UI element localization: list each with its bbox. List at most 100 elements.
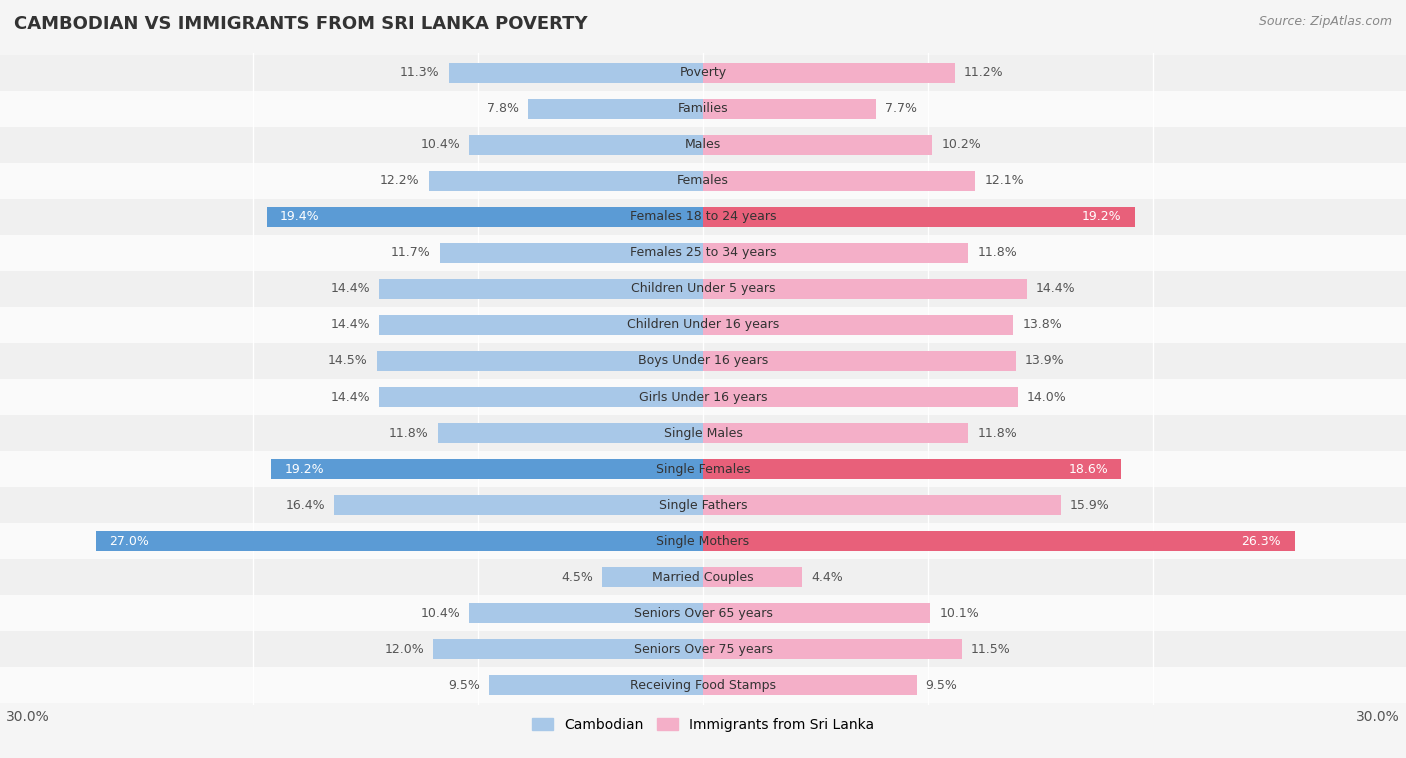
Bar xyxy=(380,315,703,335)
Text: 15.9%: 15.9% xyxy=(1070,499,1109,512)
Text: Seniors Over 75 years: Seniors Over 75 years xyxy=(634,643,772,656)
Bar xyxy=(0,55,1406,91)
Bar xyxy=(440,243,703,263)
Text: 10.2%: 10.2% xyxy=(942,139,981,152)
Text: 14.5%: 14.5% xyxy=(328,355,368,368)
Text: 11.8%: 11.8% xyxy=(977,246,1017,259)
Text: Females 18 to 24 years: Females 18 to 24 years xyxy=(630,211,776,224)
Bar xyxy=(703,351,1015,371)
Bar xyxy=(433,639,703,659)
Bar xyxy=(0,523,1406,559)
Text: 10.4%: 10.4% xyxy=(420,139,460,152)
Bar xyxy=(0,307,1406,343)
Text: 10.1%: 10.1% xyxy=(939,606,979,619)
Text: 4.5%: 4.5% xyxy=(561,571,593,584)
Bar xyxy=(527,99,703,119)
Bar xyxy=(0,235,1406,271)
Bar xyxy=(0,415,1406,451)
Text: Females: Females xyxy=(678,174,728,187)
Legend: Cambodian, Immigrants from Sri Lanka: Cambodian, Immigrants from Sri Lanka xyxy=(526,712,880,737)
Bar xyxy=(0,271,1406,307)
Text: 27.0%: 27.0% xyxy=(110,534,149,547)
Bar xyxy=(0,379,1406,415)
Bar xyxy=(429,171,703,191)
Text: 9.5%: 9.5% xyxy=(925,678,957,691)
Text: Children Under 5 years: Children Under 5 years xyxy=(631,283,775,296)
Bar xyxy=(703,171,976,191)
Text: Married Couples: Married Couples xyxy=(652,571,754,584)
Text: 11.8%: 11.8% xyxy=(977,427,1017,440)
Bar xyxy=(703,459,1122,479)
Bar xyxy=(703,603,931,623)
Bar xyxy=(449,63,703,83)
Bar xyxy=(703,207,1135,227)
Text: Males: Males xyxy=(685,139,721,152)
Text: 14.4%: 14.4% xyxy=(330,318,370,331)
Bar xyxy=(703,495,1060,515)
Bar xyxy=(96,531,703,551)
Text: Families: Families xyxy=(678,102,728,115)
Text: Children Under 16 years: Children Under 16 years xyxy=(627,318,779,331)
Text: 11.3%: 11.3% xyxy=(401,67,440,80)
Text: 26.3%: 26.3% xyxy=(1241,534,1281,547)
Text: 7.7%: 7.7% xyxy=(886,102,917,115)
Bar xyxy=(0,451,1406,487)
Text: Single Females: Single Females xyxy=(655,462,751,475)
Text: 19.2%: 19.2% xyxy=(284,462,325,475)
Bar xyxy=(703,135,932,155)
Text: 14.4%: 14.4% xyxy=(330,283,370,296)
Text: Poverty: Poverty xyxy=(679,67,727,80)
Bar xyxy=(703,639,962,659)
Bar xyxy=(470,135,703,155)
Bar xyxy=(377,351,703,371)
Text: 12.0%: 12.0% xyxy=(384,643,425,656)
Bar xyxy=(703,567,801,587)
Bar xyxy=(380,279,703,299)
Text: Females 25 to 34 years: Females 25 to 34 years xyxy=(630,246,776,259)
Bar xyxy=(703,279,1026,299)
Text: 12.1%: 12.1% xyxy=(984,174,1024,187)
Bar xyxy=(703,315,1014,335)
Text: 19.4%: 19.4% xyxy=(280,211,319,224)
Bar xyxy=(0,631,1406,667)
Bar xyxy=(0,199,1406,235)
Text: Receiving Food Stamps: Receiving Food Stamps xyxy=(630,678,776,691)
Text: 14.0%: 14.0% xyxy=(1026,390,1067,403)
Text: 14.4%: 14.4% xyxy=(1036,283,1076,296)
Bar xyxy=(703,387,1018,407)
Bar xyxy=(703,675,917,695)
Bar xyxy=(335,495,703,515)
Text: Source: ZipAtlas.com: Source: ZipAtlas.com xyxy=(1258,15,1392,28)
Bar xyxy=(703,531,1295,551)
Text: 13.8%: 13.8% xyxy=(1022,318,1062,331)
Text: CAMBODIAN VS IMMIGRANTS FROM SRI LANKA POVERTY: CAMBODIAN VS IMMIGRANTS FROM SRI LANKA P… xyxy=(14,15,588,33)
Bar xyxy=(0,163,1406,199)
Text: Single Mothers: Single Mothers xyxy=(657,534,749,547)
Text: 11.7%: 11.7% xyxy=(391,246,430,259)
Bar xyxy=(0,127,1406,163)
Bar xyxy=(0,559,1406,595)
Text: Seniors Over 65 years: Seniors Over 65 years xyxy=(634,606,772,619)
Bar xyxy=(380,387,703,407)
Text: Single Males: Single Males xyxy=(664,427,742,440)
Bar xyxy=(0,343,1406,379)
Text: 13.9%: 13.9% xyxy=(1025,355,1064,368)
Text: 18.6%: 18.6% xyxy=(1069,462,1108,475)
Bar xyxy=(0,595,1406,631)
Bar xyxy=(489,675,703,695)
Text: 4.4%: 4.4% xyxy=(811,571,842,584)
Text: 14.4%: 14.4% xyxy=(330,390,370,403)
Text: 12.2%: 12.2% xyxy=(380,174,419,187)
Text: Single Fathers: Single Fathers xyxy=(659,499,747,512)
Bar xyxy=(0,667,1406,703)
Bar xyxy=(703,243,969,263)
Bar xyxy=(602,567,703,587)
Text: 11.5%: 11.5% xyxy=(970,643,1011,656)
Text: 19.2%: 19.2% xyxy=(1081,211,1122,224)
Bar xyxy=(703,423,969,443)
Bar xyxy=(267,207,703,227)
Text: 11.2%: 11.2% xyxy=(965,67,1004,80)
Text: Boys Under 16 years: Boys Under 16 years xyxy=(638,355,768,368)
Bar xyxy=(703,99,876,119)
Bar xyxy=(0,91,1406,127)
